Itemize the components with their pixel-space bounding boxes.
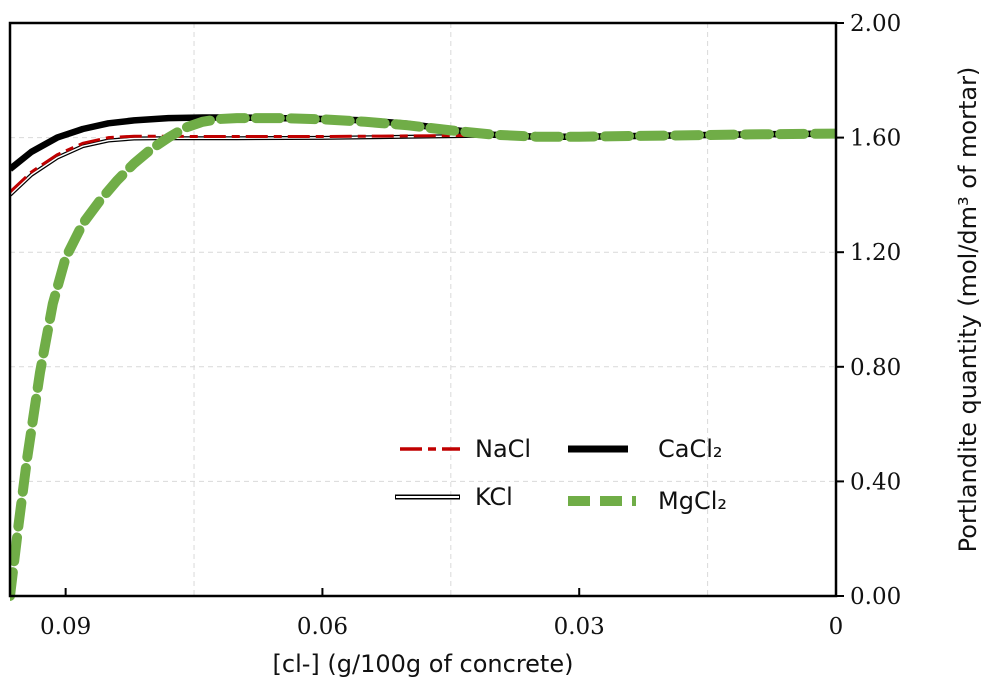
y-axis-title: Portlandite quantity (mol/dm³ of mortar) <box>954 67 982 553</box>
y-tick-label: 1.20 <box>850 240 901 266</box>
y-tick-label: 0.40 <box>850 469 901 495</box>
x-tick-label: 0.06 <box>297 614 348 640</box>
y-tick-label: 0.00 <box>850 584 901 610</box>
y-tick-label: 1.60 <box>850 126 901 152</box>
y-tick-label: 0.80 <box>850 355 901 381</box>
legend-item-mgcl2: MgCl₂ <box>568 487 727 515</box>
legend-label-mgcl2: MgCl₂ <box>658 487 727 515</box>
legend-label-nacl: NaCl <box>475 435 531 463</box>
axis-ticks: 0.00 0.40 0.80 1.20 1.60 2.00 0.09 0.06 0.03 0 <box>40 11 901 640</box>
legend-item-nacl: NaCl <box>400 435 531 463</box>
legend-item-cacl2: CaCl₂ <box>568 435 723 463</box>
plot-frame <box>8 21 838 598</box>
legend-label-cacl2: CaCl₂ <box>658 435 723 463</box>
y-tick-label: 2.00 <box>850 11 901 37</box>
legend-item-kcl: KCl <box>395 483 513 511</box>
x-tick-label: 0.03 <box>554 614 605 640</box>
legend: NaCl CaCl₂ KCl MgCl₂ <box>395 435 727 515</box>
x-axis-title: [cl-] (g/100g of concrete) <box>273 650 574 678</box>
series-line-mgcl <box>10 113 836 601</box>
legend-label-kcl: KCl <box>475 483 513 511</box>
series-line-nacl <box>10 132 836 194</box>
series-lines <box>10 113 836 601</box>
x-tick-label: 0 <box>829 614 844 640</box>
x-tick-label: 0.09 <box>40 614 91 640</box>
